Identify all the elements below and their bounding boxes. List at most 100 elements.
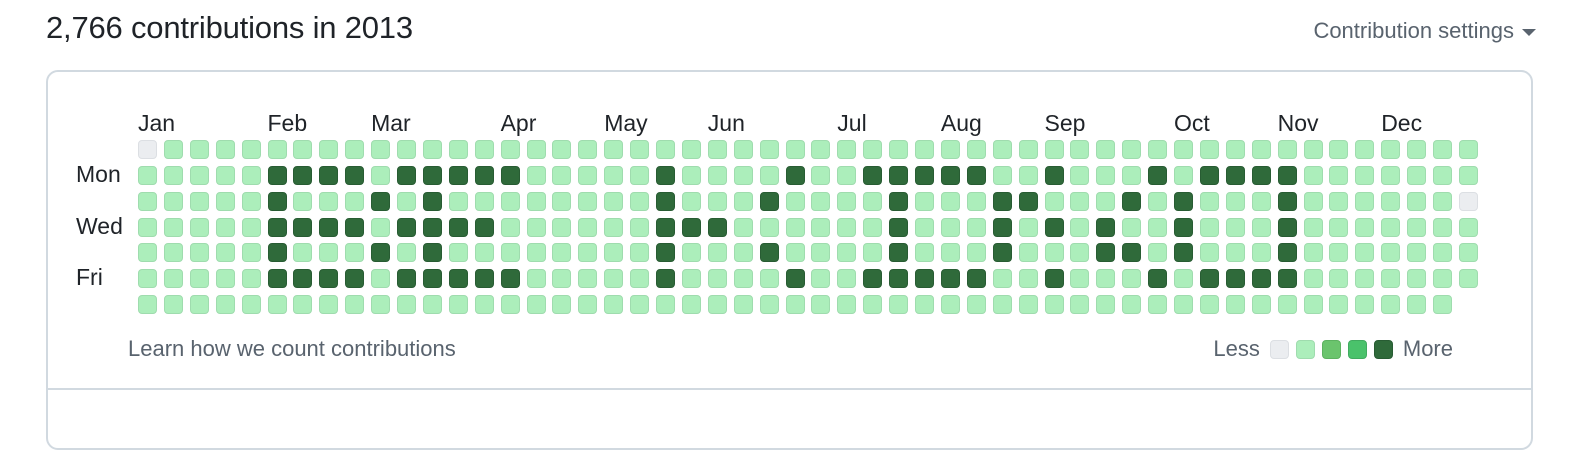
contribution-day-cell[interactable] (1225, 140, 1245, 159)
contribution-day-cell[interactable] (1458, 243, 1478, 263)
contribution-day-cell[interactable] (759, 217, 779, 237)
contribution-day-cell[interactable] (1355, 269, 1375, 289)
contribution-day-cell[interactable] (371, 269, 391, 289)
contribution-day-cell[interactable] (1355, 165, 1375, 185)
contribution-day-cell[interactable] (1018, 165, 1038, 185)
contribution-day-cell[interactable] (837, 269, 857, 289)
contribution-day-cell[interactable] (1044, 243, 1064, 263)
contribution-day-cell[interactable] (1251, 191, 1271, 211)
contribution-day-cell[interactable] (1433, 140, 1452, 159)
contribution-day-cell[interactable] (630, 165, 650, 185)
contribution-day-cell[interactable] (319, 140, 339, 159)
contribution-day-cell[interactable] (707, 269, 727, 289)
contribution-day-cell[interactable] (552, 269, 572, 289)
contribution-day-cell[interactable] (345, 217, 365, 237)
contribution-day-cell[interactable] (552, 165, 572, 185)
contribution-day-cell[interactable] (422, 140, 442, 159)
contribution-day-cell[interactable] (138, 243, 157, 263)
contribution-day-cell[interactable] (371, 295, 391, 315)
contribution-day-cell[interactable] (1381, 295, 1401, 315)
contribution-day-cell[interactable] (1355, 217, 1375, 237)
contribution-day-cell[interactable] (656, 243, 675, 263)
contribution-day-cell[interactable] (733, 140, 753, 159)
contribution-day-cell[interactable] (241, 140, 261, 159)
contribution-day-cell[interactable] (1329, 295, 1349, 315)
contribution-day-cell[interactable] (1381, 243, 1401, 263)
contribution-day-cell[interactable] (293, 140, 313, 159)
contribution-day-cell[interactable] (707, 191, 727, 211)
contribution-day-cell[interactable] (345, 295, 365, 315)
contribution-day-cell[interactable] (915, 269, 934, 289)
contribution-day-cell[interactable] (915, 140, 934, 159)
contribution-day-cell[interactable] (863, 295, 883, 315)
contribution-day-cell[interactable] (656, 295, 675, 315)
contribution-day-cell[interactable] (863, 217, 883, 237)
contribution-day-cell[interactable] (1096, 191, 1116, 211)
contribution-day-cell[interactable] (345, 269, 365, 289)
contribution-day-cell[interactable] (656, 217, 675, 237)
contribution-day-cell[interactable] (397, 217, 416, 237)
contribution-day-cell[interactable] (371, 191, 391, 211)
contribution-day-cell[interactable] (966, 269, 986, 289)
contribution-day-cell[interactable] (1303, 243, 1323, 263)
contribution-day-cell[interactable] (1407, 165, 1427, 185)
contribution-day-cell[interactable] (992, 217, 1012, 237)
contribution-day-cell[interactable] (163, 217, 183, 237)
contribution-day-cell[interactable] (1096, 217, 1116, 237)
contribution-day-cell[interactable] (992, 191, 1012, 211)
contribution-day-cell[interactable] (138, 191, 157, 211)
contribution-day-cell[interactable] (578, 217, 598, 237)
contribution-day-cell[interactable] (1251, 165, 1271, 185)
contribution-day-cell[interactable] (293, 243, 313, 263)
contribution-day-cell[interactable] (707, 140, 727, 159)
contribution-day-cell[interactable] (1225, 243, 1245, 263)
contribution-day-cell[interactable] (811, 243, 831, 263)
contribution-day-cell[interactable] (681, 165, 701, 185)
contribution-day-cell[interactable] (811, 269, 831, 289)
contribution-day-cell[interactable] (267, 165, 287, 185)
contribution-day-cell[interactable] (1199, 191, 1219, 211)
contribution-day-cell[interactable] (1303, 191, 1323, 211)
contribution-day-cell[interactable] (215, 191, 235, 211)
contribution-day-cell[interactable] (785, 269, 805, 289)
contribution-day-cell[interactable] (241, 243, 261, 263)
contribution-day-cell[interactable] (526, 269, 546, 289)
contribution-day-cell[interactable] (915, 295, 934, 315)
contribution-day-cell[interactable] (630, 140, 650, 159)
contribution-day-cell[interactable] (1070, 269, 1090, 289)
contribution-day-cell[interactable] (552, 243, 572, 263)
contribution-day-cell[interactable] (811, 165, 831, 185)
contribution-day-cell[interactable] (267, 217, 287, 237)
contribution-day-cell[interactable] (707, 295, 727, 315)
contribution-day-cell[interactable] (707, 165, 727, 185)
contribution-day-cell[interactable] (578, 191, 598, 211)
contribution-day-cell[interactable] (1148, 295, 1168, 315)
contribution-day-cell[interactable] (1148, 243, 1168, 263)
contribution-day-cell[interactable] (474, 217, 494, 237)
contribution-day-cell[interactable] (371, 140, 391, 159)
contribution-day-cell[interactable] (992, 165, 1012, 185)
contribution-day-cell[interactable] (1044, 191, 1064, 211)
contribution-day-cell[interactable] (138, 217, 157, 237)
contribution-day-cell[interactable] (733, 295, 753, 315)
contribution-day-cell[interactable] (1199, 295, 1219, 315)
contribution-day-cell[interactable] (1199, 269, 1219, 289)
contribution-day-cell[interactable] (578, 295, 598, 315)
contribution-day-cell[interactable] (345, 165, 365, 185)
contribution-day-cell[interactable] (474, 269, 494, 289)
contribution-day-cell[interactable] (1199, 243, 1219, 263)
contribution-day-cell[interactable] (681, 191, 701, 211)
contribution-day-cell[interactable] (474, 191, 494, 211)
contribution-day-cell[interactable] (656, 269, 675, 289)
contribution-day-cell[interactable] (526, 191, 546, 211)
contribution-day-cell[interactable] (1329, 243, 1349, 263)
contribution-day-cell[interactable] (630, 269, 650, 289)
contribution-day-cell[interactable] (1303, 217, 1323, 237)
contribution-day-cell[interactable] (863, 269, 883, 289)
contribution-day-cell[interactable] (215, 243, 235, 263)
contribution-day-cell[interactable] (1044, 269, 1064, 289)
contribution-day-cell[interactable] (1044, 295, 1064, 315)
contribution-day-cell[interactable] (656, 191, 675, 211)
contribution-day-cell[interactable] (189, 295, 209, 315)
contribution-day-cell[interactable] (1225, 165, 1245, 185)
